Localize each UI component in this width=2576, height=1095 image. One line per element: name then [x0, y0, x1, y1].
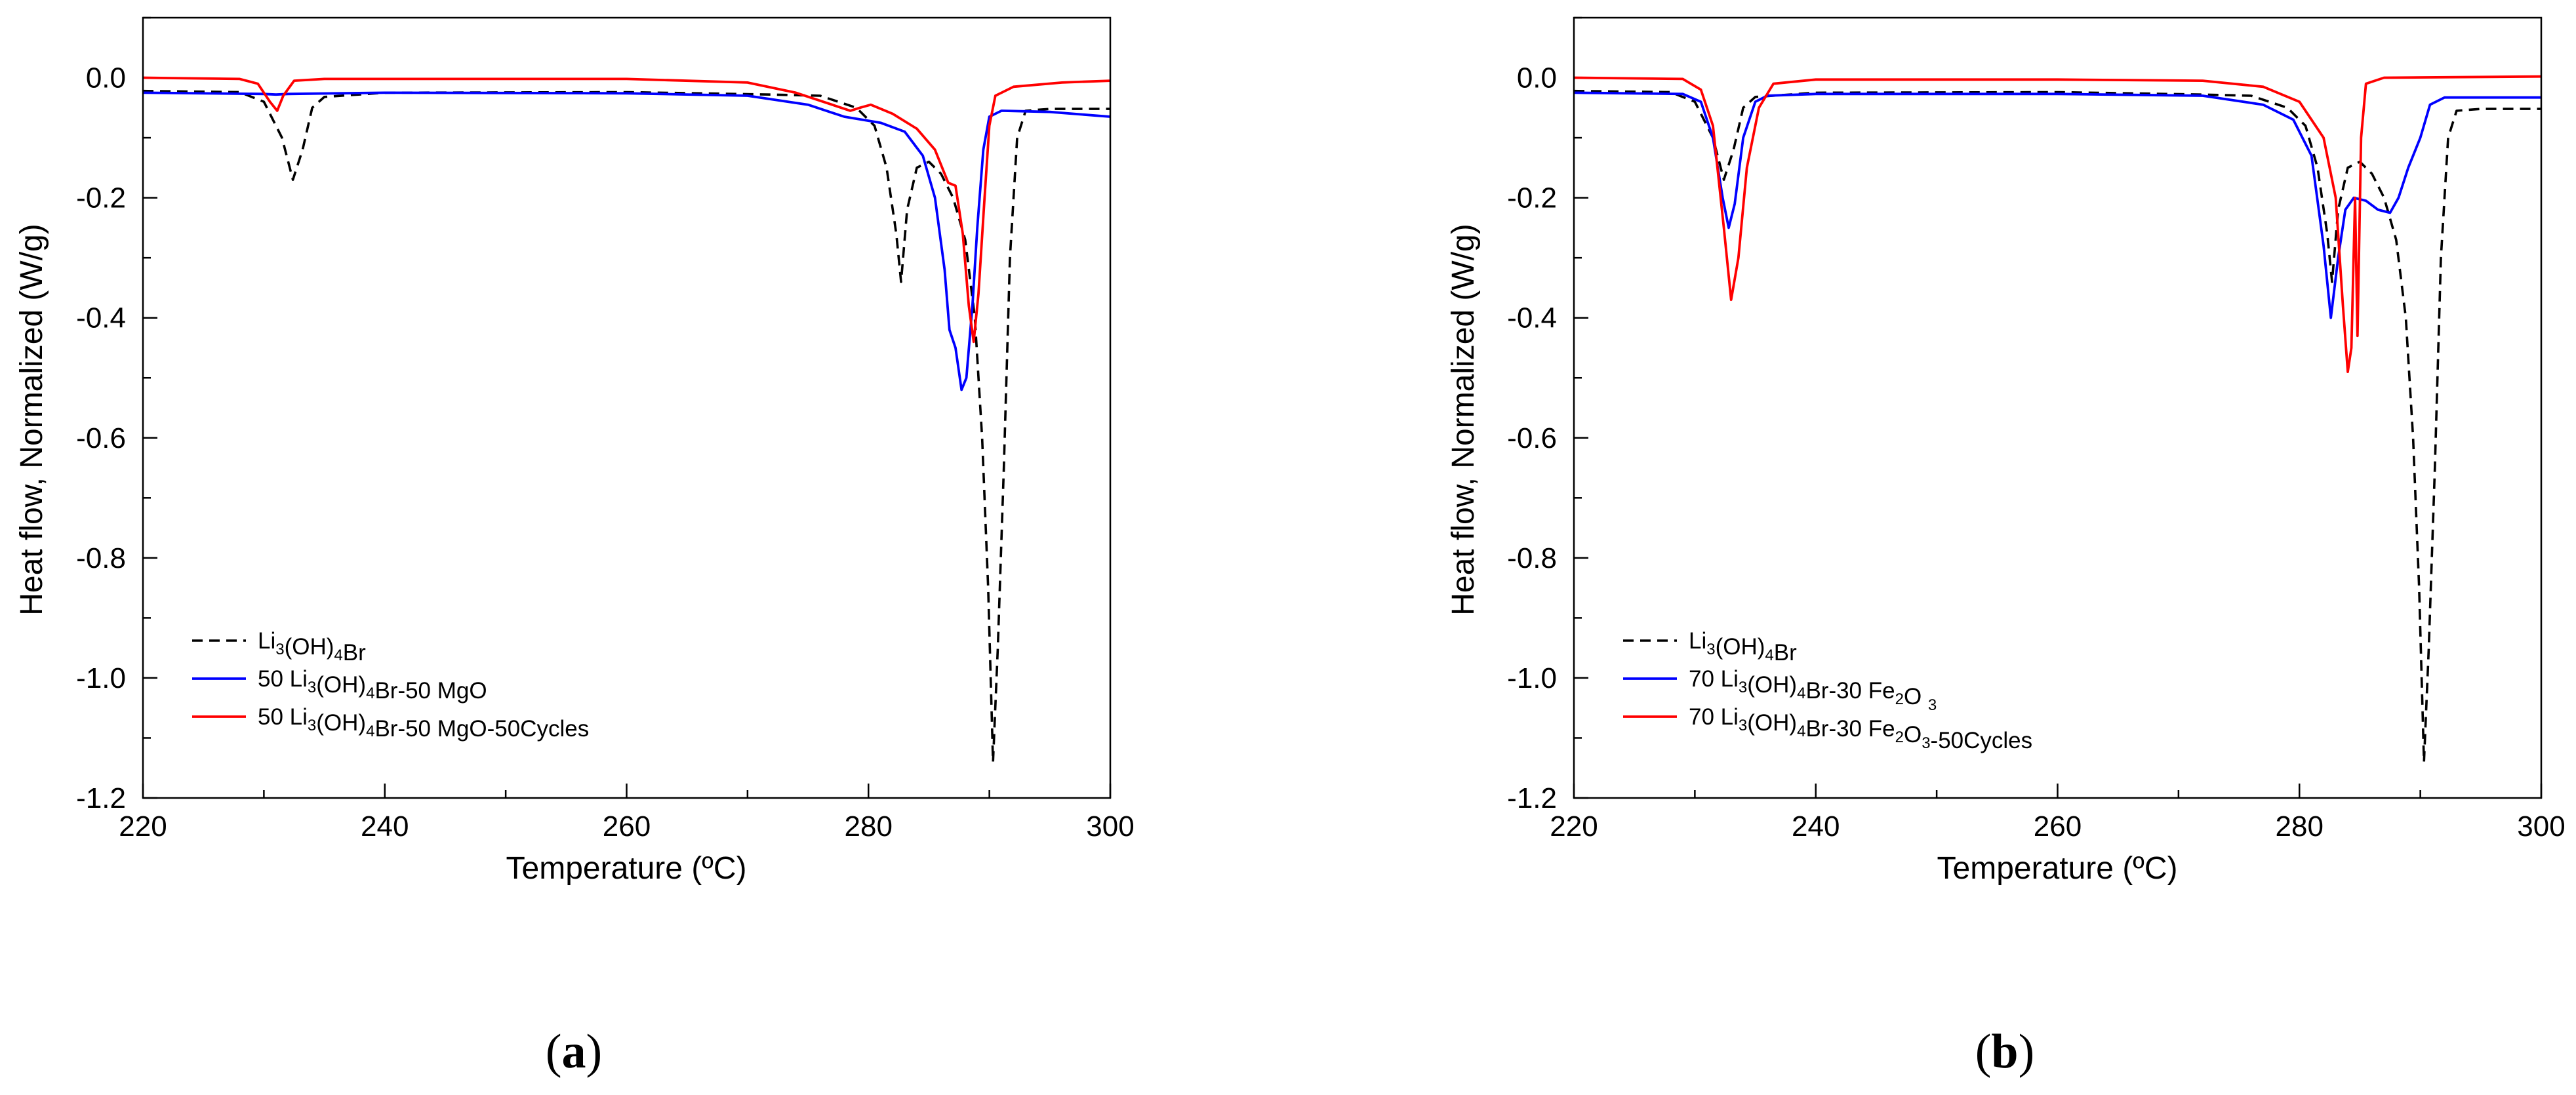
series-line	[142, 89, 1110, 763]
legend-label: 70 Li3(OH)4Br-30 Fe2O3-50Cycles	[1689, 704, 2032, 753]
chart-panel-b: Temperature (ºC) Heat flow, Normalized (…	[1446, 16, 2566, 1079]
x-tick-label: 300	[1086, 810, 1134, 843]
y-tick-label: -0.6	[76, 422, 126, 454]
x-tick-label: 220	[119, 810, 167, 843]
data-series-group	[1573, 75, 2542, 763]
legend-label: 70 Li3(OH)4Br-30 Fe2O 3	[1689, 666, 1937, 714]
x-tick-label: 260	[603, 810, 651, 843]
legend-label: Li3(OH)4Br	[1689, 628, 1797, 666]
y-axis-title: Heat flow, Normalized (W/g)	[14, 224, 49, 616]
panel-label-a: (a)	[546, 1025, 602, 1079]
y-tick-label: 0.0	[1517, 62, 1557, 94]
chart-panel-a: Temperature (ºC) Heat flow, Normalized (…	[14, 16, 1135, 1079]
series-line	[142, 76, 1111, 344]
x-tick-label: 260	[2034, 810, 2082, 843]
x-tick-label: 220	[1550, 810, 1598, 843]
y-tick-label: 0.0	[86, 62, 126, 94]
series-line	[1573, 89, 2541, 763]
y-tick-label: -1.2	[1507, 782, 1557, 814]
x-tick-label: 300	[2517, 810, 2565, 843]
y-tick-label: -1.0	[1507, 662, 1557, 694]
y-tick-label: -0.8	[1507, 542, 1557, 574]
y-tick-label: -1.2	[76, 782, 126, 814]
plot-frame	[142, 16, 1112, 799]
y-tick-label: -0.4	[76, 302, 126, 334]
y-tick-label: -0.6	[1507, 422, 1557, 454]
legend-label: 50 Li3(OH)4Br-50 MgO	[258, 666, 487, 704]
x-axis-title: Temperature (ºC)	[506, 851, 747, 886]
panel-label-b: (b)	[1975, 1025, 2034, 1079]
y-tick-label: -0.2	[76, 182, 126, 214]
legend-label: 50 Li3(OH)4Br-50 MgO-50Cycles	[258, 704, 589, 742]
x-tick-label: 280	[2276, 810, 2324, 843]
legend-label: Li3(OH)4Br	[258, 628, 366, 666]
y-tick-label: -0.4	[1507, 302, 1557, 334]
x-tick-label: 240	[361, 810, 409, 843]
y-tick-label: -0.8	[76, 542, 126, 574]
x-axis-title: Temperature (ºC)	[1937, 851, 2178, 886]
plot-frame	[1573, 16, 2543, 799]
series-line	[142, 91, 1111, 391]
y-tick-label: -0.2	[1507, 182, 1557, 214]
data-series-group	[142, 76, 1111, 763]
x-tick-label: 240	[1792, 810, 1840, 843]
y-tick-label: -1.0	[76, 662, 126, 694]
x-tick-label: 280	[845, 810, 893, 843]
y-axis-title: Heat flow, Normalized (W/g)	[1446, 224, 1481, 616]
series-line	[1573, 75, 2542, 373]
series-line	[1573, 91, 2541, 319]
